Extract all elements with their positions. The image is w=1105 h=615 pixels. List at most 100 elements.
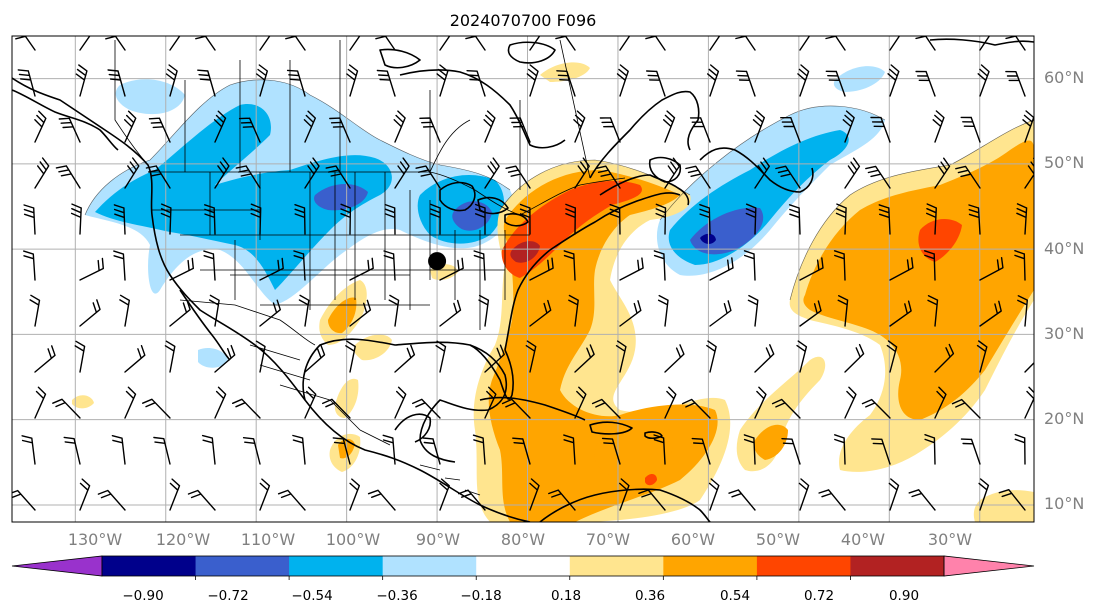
wind-barb: [563, 434, 576, 465]
wind-barb: [1022, 110, 1034, 143]
wind-barb: [657, 294, 669, 327]
wind-barb: [23, 250, 36, 281]
wind-barb: [797, 64, 810, 97]
coastline-alaska: [12, 89, 119, 151]
lat-label: 50°N: [1044, 153, 1084, 172]
wind-barb: [254, 340, 266, 373]
wind-barb: [474, 203, 486, 235]
wind-barb: [238, 117, 261, 143]
wind-barb: [529, 299, 552, 327]
wind-barb: [655, 203, 667, 235]
wind-barb: [17, 69, 36, 97]
wind-barb: [465, 36, 486, 51]
wind-barb: [124, 386, 137, 419]
wind-barb: [861, 398, 891, 419]
wind-barb: [235, 165, 261, 189]
contour-pos2-central-atl: [754, 424, 788, 460]
wind-barb: [197, 69, 216, 97]
wind-barb: [142, 398, 171, 419]
wind-barb: [888, 478, 900, 511]
lat-label: 40°N: [1044, 239, 1084, 258]
wind-barb: [439, 257, 464, 281]
wind-barb: [878, 204, 891, 235]
wind-barb: [113, 250, 126, 281]
wind-barb: [201, 434, 216, 465]
wind-barb: [519, 203, 531, 235]
wind-barb: [889, 300, 912, 327]
wind-barb: [745, 203, 757, 235]
wind-barb: [728, 489, 756, 511]
wind-barb: [250, 203, 262, 235]
land-outlines: [12, 38, 1034, 522]
wind-barb: [568, 294, 579, 327]
wind-barb: [638, 489, 666, 511]
wind-barb: [681, 398, 711, 419]
colorbar-segment: [569, 556, 664, 576]
wind-barb: [213, 110, 227, 143]
wind-barb: [232, 398, 261, 419]
wind-barb: [15, 36, 36, 51]
wind-barb: [886, 340, 898, 373]
lon-label: 70°W: [586, 530, 630, 549]
wind-barb: [977, 64, 990, 97]
wind-barb: [951, 398, 981, 419]
wind-barb: [915, 70, 936, 97]
contour-pos-labrador: [540, 62, 590, 82]
colorbar-segment: [289, 556, 384, 576]
wind-barb: [616, 64, 629, 97]
wind-barb: [169, 36, 181, 51]
anomaly-fill: [72, 62, 1034, 522]
wind-barb: [34, 157, 50, 189]
latitude-labels: 10°N 20°N 30°N 40°N 50°N 60°N: [1044, 68, 1084, 513]
wind-barb: [908, 489, 936, 511]
wind-barb: [924, 434, 936, 465]
wind-barb: [195, 36, 216, 51]
wind-barb: [754, 157, 770, 189]
colorbar-segment: [476, 556, 571, 576]
wind-barb: [415, 165, 441, 189]
coastline-hispaniola: [589, 421, 633, 435]
wind-barb: [394, 344, 416, 373]
wind-barb: [412, 398, 441, 419]
wind-barb: [29, 294, 41, 327]
border-mexico-states: [249, 344, 391, 446]
map-title: 2024070700 F096: [450, 11, 597, 30]
contour-neg3-lakes: [452, 201, 492, 231]
colorbar-tick-label: −0.90: [122, 588, 163, 604]
wind-barb: [483, 110, 496, 143]
lon-label: 30°W: [928, 530, 972, 549]
lon-label: 60°W: [671, 530, 715, 549]
contour-pos3-caribbean: [645, 474, 657, 486]
wind-barb: [887, 64, 900, 97]
colorbar-tick-label: 0.36: [635, 588, 665, 604]
colorbar-segment: [663, 556, 758, 576]
wind-barb: [23, 204, 36, 235]
contour-pos-texas: [353, 334, 392, 361]
wind-barb: [978, 478, 990, 511]
wind-barb: [699, 204, 711, 235]
colorbar-tick-label: −0.54: [291, 588, 332, 604]
wind-barb: [484, 386, 497, 419]
wind-barb: [743, 434, 756, 465]
contour-pos-pacific: [72, 395, 94, 409]
wind-barb: [707, 64, 720, 97]
wind-barb: [34, 345, 56, 373]
coastline-north-america: [12, 77, 531, 522]
colorbar-tick-label: 0.72: [804, 588, 834, 604]
wind-barb: [259, 36, 271, 51]
wind-barb: [286, 69, 306, 97]
wind-barb: [968, 204, 981, 235]
wind-barb: [555, 36, 576, 51]
wind-barb: [563, 250, 576, 281]
wind-barb: [349, 478, 360, 511]
wind-barb: [472, 434, 486, 465]
wind-barb: [367, 489, 396, 511]
wind-barb: [430, 203, 441, 235]
wind-barb: [1017, 295, 1028, 327]
wind-barb: [743, 250, 756, 281]
coastline-arctic: [379, 48, 421, 69]
wind-barb: [58, 117, 81, 143]
wind-barb: [375, 36, 396, 51]
wind-barb: [346, 64, 359, 97]
wind-barb: [376, 69, 396, 97]
